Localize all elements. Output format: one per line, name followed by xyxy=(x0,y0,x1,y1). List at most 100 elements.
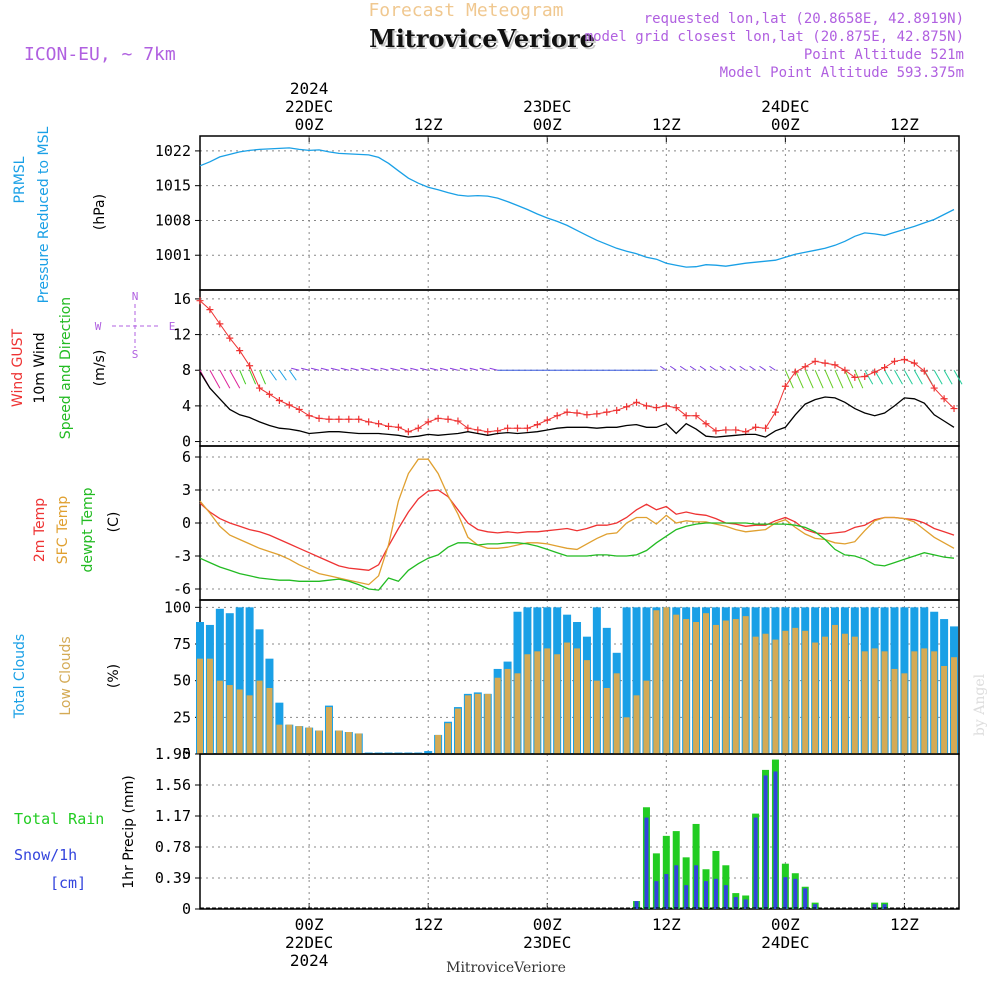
y-tick-label: 1.17 xyxy=(155,807,191,825)
low-cloud-bar xyxy=(841,633,848,754)
low-cloud-bar xyxy=(603,688,610,754)
gust-marker xyxy=(285,401,293,409)
gust-marker xyxy=(900,356,908,364)
wind-unit: (m/s) xyxy=(92,350,108,387)
low-cloud-bar xyxy=(911,651,918,754)
low-cloud-bar xyxy=(613,673,620,754)
temp-2m-label: 2m Temp xyxy=(32,498,48,562)
snow-bar xyxy=(674,865,679,909)
y-tick-label: 1001 xyxy=(155,246,191,264)
pressure-label-line2: Pressure Reduced to MSL xyxy=(36,126,52,303)
low-cloud-bar xyxy=(484,693,491,754)
gust-marker xyxy=(246,362,254,370)
wind-arrow xyxy=(439,367,449,371)
gust-marker xyxy=(295,405,303,413)
y-tick-label: 1015 xyxy=(155,177,191,195)
rain-bar xyxy=(652,853,660,909)
low-cloud-bar xyxy=(355,733,362,754)
gust-marker xyxy=(404,428,412,436)
watermark: by Angel xyxy=(972,673,988,736)
gust-marker xyxy=(930,384,938,392)
total-cloud-bar xyxy=(424,751,433,754)
wind-arrow xyxy=(864,369,874,385)
time-label-bottom: 24DEC xyxy=(761,933,809,952)
low-cloud-bar xyxy=(226,685,233,754)
total-cloud-bar xyxy=(245,607,254,754)
y-tick-label: 75 xyxy=(173,635,191,653)
gust-marker xyxy=(196,297,204,305)
low-cloud-bar xyxy=(772,639,779,754)
low-cloud-bar xyxy=(574,648,581,754)
low-cloud-bar xyxy=(712,624,719,754)
gust-marker xyxy=(871,368,879,376)
temp-unit: (C) xyxy=(106,512,122,533)
wind-arrow xyxy=(249,370,257,385)
wind-arrow xyxy=(239,370,247,385)
snow-bar xyxy=(813,904,818,909)
gust-marker xyxy=(385,422,393,430)
time-label-top: 12Z xyxy=(414,115,443,134)
gust-marker xyxy=(672,404,680,412)
dewpt-line xyxy=(199,522,955,591)
gust-marker xyxy=(771,408,779,416)
time-label-top: 12Z xyxy=(890,115,919,134)
total-cloud-bar xyxy=(225,613,234,754)
wind-arrow xyxy=(903,369,913,385)
gust-marker xyxy=(365,418,373,426)
gust-marker xyxy=(543,416,551,424)
low-cloud-bar xyxy=(504,668,511,754)
time-label-top: 23DEC xyxy=(523,97,571,116)
wind-arrow xyxy=(844,370,854,389)
time-label-top: 2024 xyxy=(290,79,329,98)
gust-marker xyxy=(920,367,928,375)
snow-bar xyxy=(783,877,788,909)
gust-marker xyxy=(523,424,531,432)
gust-marker xyxy=(642,402,650,410)
gust-marker xyxy=(394,423,402,431)
low-cloud-bar xyxy=(206,658,213,754)
wind-line xyxy=(199,371,955,438)
point-altitude: Point Altitude 521m xyxy=(804,47,964,63)
gust-marker xyxy=(801,363,809,371)
low-cloud-bar xyxy=(782,630,789,754)
low-cloud-bar xyxy=(345,732,352,754)
low-clouds-label: Low Clouds xyxy=(58,636,74,715)
gust-marker xyxy=(345,415,353,423)
wind-arrow xyxy=(719,365,727,371)
gust-marker xyxy=(504,424,512,432)
low-cloud-bar xyxy=(871,648,878,754)
wind-arrow xyxy=(794,370,804,389)
gust-marker xyxy=(265,390,273,398)
wind-arrow xyxy=(259,370,266,385)
gust-marker xyxy=(722,426,730,434)
wind-arrow xyxy=(660,365,667,371)
gust-marker xyxy=(355,415,363,423)
wind-arrow xyxy=(749,365,756,371)
gust-marker xyxy=(513,424,521,432)
low-cloud-bar xyxy=(583,660,590,754)
rain-legend: Total Rain xyxy=(14,810,104,828)
station-title-shadow: MitroviceVeriore xyxy=(371,26,597,55)
gust-marker xyxy=(791,368,799,376)
wind-arrow xyxy=(370,367,379,371)
low-cloud-bar xyxy=(316,730,323,754)
y-tick-label: 0 xyxy=(182,433,191,451)
low-cloud-bar xyxy=(623,717,630,754)
low-cloud-bar xyxy=(335,730,342,754)
y-tick-label: 1.56 xyxy=(155,776,191,794)
low-cloud-bar xyxy=(325,707,332,754)
temp-2m-line xyxy=(199,489,955,571)
total-cloud-bar xyxy=(235,607,244,754)
clouds-unit: (%) xyxy=(106,664,122,688)
gust-marker xyxy=(732,426,740,434)
panel-frame xyxy=(199,135,960,291)
wind-arrow xyxy=(943,369,953,385)
low-cloud-bar xyxy=(494,677,501,754)
snow-bar xyxy=(664,874,669,909)
wind-arrow xyxy=(219,369,231,389)
wind-arrow xyxy=(699,365,707,371)
gust-marker xyxy=(662,402,670,410)
snow-bar xyxy=(713,878,718,909)
gust-marker xyxy=(256,384,264,392)
low-cloud-bar xyxy=(246,695,253,754)
